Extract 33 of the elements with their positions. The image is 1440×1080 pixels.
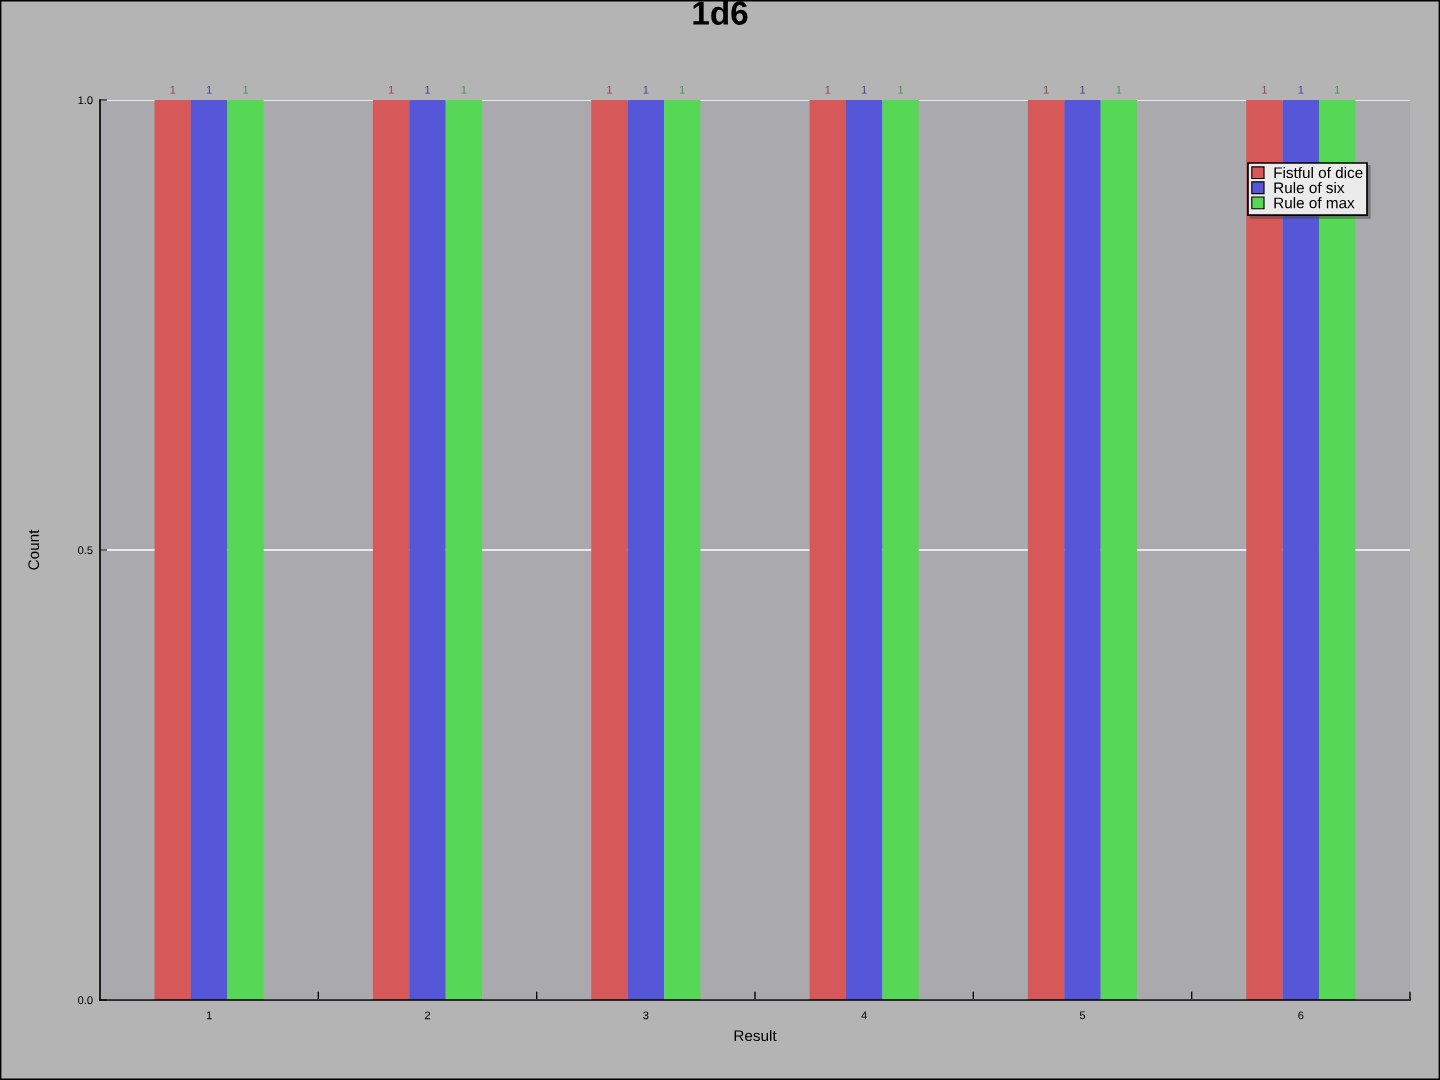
data-label: 1 [1298,85,1304,94]
data-label: 1 [643,85,649,94]
y-tick-label: 0.0 [78,996,93,1005]
x-tick-label: 2 [424,1011,431,1020]
data-label: 1 [243,85,249,94]
data-label: 1 [170,85,176,94]
x-tick-label: 6 [1298,1011,1304,1020]
data-label: 1 [898,85,904,94]
x-axis-title: Result [734,1029,777,1042]
data-label: 1 [825,85,831,94]
y-axis-title: Count [28,529,40,570]
data-label: 1 [1116,85,1122,94]
x-tick-label: 3 [643,1011,649,1020]
data-label: 1 [607,85,612,94]
data-label: 1 [1043,85,1049,94]
x-tick-label: 4 [861,1011,867,1020]
data-label: 1 [425,85,431,94]
data-label: 1 [1262,85,1267,94]
x-tick-label: 1 [206,1011,212,1020]
x-tick-label: 5 [1079,1011,1086,1020]
y-tick-label: 1.0 [78,96,93,105]
chart-title: 1d6 [693,0,748,25]
data-label: 1 [679,85,685,94]
data-label: 1 [388,85,394,94]
data-label: 1 [1080,85,1086,94]
legend-label: Rule of six [1274,181,1345,194]
data-label: 1 [206,85,212,94]
legend-label: Rule of max [1274,197,1355,209]
data-label: 1 [861,85,867,94]
data-label: 1 [1334,85,1340,94]
legend-label: Fistful of dice [1274,166,1363,179]
y-tick-label: 0.5 [78,546,93,555]
data-label: 1 [461,85,467,94]
